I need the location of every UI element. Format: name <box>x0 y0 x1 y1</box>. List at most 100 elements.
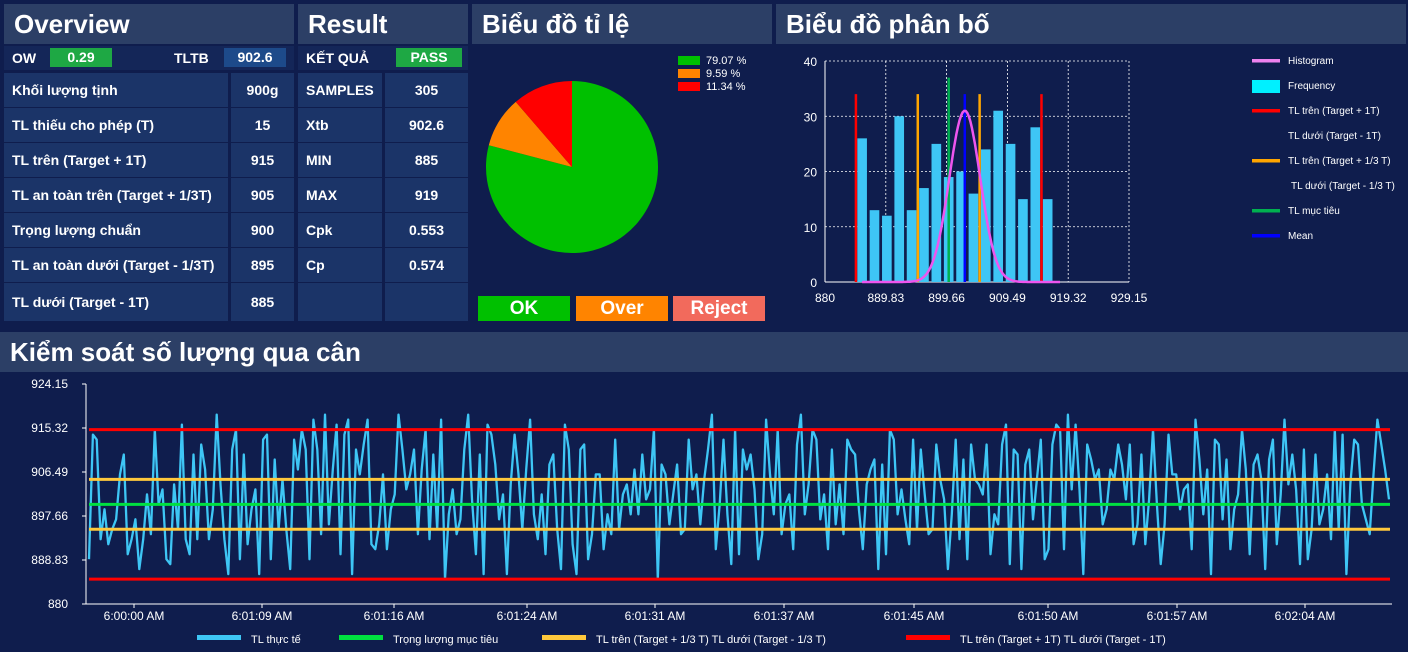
pie-legend-label: 11.34 % <box>706 81 746 93</box>
trend-x-tick-label: 6:01:24 AM <box>497 609 558 623</box>
x-tick-label: 929.15 <box>1111 291 1148 305</box>
pie-legend-swatch <box>678 56 700 65</box>
legend-line-swatch <box>1252 234 1280 238</box>
trend-x-tick-label: 6:00:00 AM <box>104 609 165 623</box>
result-status-row: KẾT QUẢ PASS <box>298 46 468 70</box>
pie-slice <box>515 81 572 167</box>
x-tick-label: 899.66 <box>928 291 965 305</box>
histogram-bar <box>906 210 917 282</box>
result-title: Result <box>298 4 468 44</box>
y-tick-label: 10 <box>804 221 818 235</box>
normal-curve <box>862 109 1060 284</box>
y-tick-label: 0 <box>810 276 817 290</box>
ow-label: OW <box>12 50 37 66</box>
trend-y-tick-label: 906.49 <box>31 465 68 479</box>
legend-label: TL trên (Target + 1/3 T) <box>1288 156 1391 167</box>
trend-line-chart: 924.15 915.32 906.49 897.66 888.83 880 6:00:00… <box>31 377 1392 646</box>
pie-legend-swatch <box>678 82 700 91</box>
trend-legend-swatch <box>906 635 950 640</box>
histogram-chart: 0 10 20 30 40 880 889.83 899.66 909.49 919.32 929.… <box>804 55 1395 305</box>
result-row-label: Cp <box>298 248 382 282</box>
legend-label: TL mục tiêu <box>1288 206 1340 217</box>
trend-x-tick-label: 6:01:09 AM <box>232 609 293 623</box>
trend-x-tick-label: 6:01:16 AM <box>364 609 425 623</box>
result-row-value: 885 <box>385 143 468 177</box>
result-row-value: 0.574 <box>385 248 468 282</box>
legend-label: TL trên (Target + 1T) <box>1288 106 1380 117</box>
overview-row-label: TL trên (Target + 1T) <box>4 143 228 177</box>
result-row-value: 0.553 <box>385 213 468 247</box>
overview-row-label: TL dưới (Target - 1T) <box>4 283 228 321</box>
result-row-label: MAX <box>298 178 382 212</box>
overview-row-label: TL an toàn trên (Target + 1/3T) <box>4 178 228 212</box>
overview-row-value: 900g <box>231 73 294 107</box>
legend-label: Histogram <box>1288 56 1334 67</box>
histogram-bar <box>956 171 966 282</box>
overview-row-value: 15 <box>231 108 294 142</box>
result-row-value: 305 <box>385 73 468 107</box>
overview-row-value: 895 <box>231 248 294 282</box>
legend-line-swatch <box>1252 209 1280 213</box>
x-tick-label: 909.49 <box>989 291 1026 305</box>
overview-row-value: 905 <box>231 178 294 212</box>
histogram-bar <box>968 193 979 282</box>
actual-weight-line <box>87 413 1391 581</box>
pie-legend-label: 9.59 % <box>706 68 740 80</box>
trend-legend-label: Trọng lượng mục tiêu <box>393 634 498 646</box>
trend-chart-area: 924.15 915.32 906.49 897.66 888.83 880 6:00:00… <box>0 372 1408 652</box>
trend-y-tick-label: 897.66 <box>31 509 68 523</box>
ratio-chart-area: 79.07 % 9.59 % 11.34 % <box>472 44 772 324</box>
result-row-value: 919 <box>385 178 468 212</box>
y-tick-label: 40 <box>804 55 818 69</box>
result-row-value: 902.6 <box>385 108 468 142</box>
over-button[interactable]: Over <box>576 296 668 321</box>
distribution-chart-area: 0 10 20 30 40 880 889.83 899.66 909.49 919.32 929.… <box>776 44 1406 324</box>
result-row-label: MIN <box>298 143 382 177</box>
overview-row-label: TL thiếu cho phép (T) <box>4 108 228 142</box>
result-row-label <box>298 283 382 321</box>
trend-x-tick-label: 6:02:04 AM <box>1275 609 1336 623</box>
histogram-bar <box>882 215 892 282</box>
overview-row-label: Khối lượng tịnh <box>4 73 228 107</box>
ok-button[interactable]: OK <box>478 296 570 321</box>
tltb-label: TLTB <box>174 50 209 66</box>
trend-x-tick-label: 6:01:50 AM <box>1018 609 1079 623</box>
x-tick-label: 919.32 <box>1050 291 1087 305</box>
histogram-bar <box>1018 199 1028 282</box>
trend-title: Kiểm soát số lượng qua cân <box>0 332 1408 372</box>
pie-slice <box>488 101 572 167</box>
histogram-bar <box>993 110 1004 282</box>
legend-line-swatch <box>1252 109 1280 113</box>
x-tick-label: 889.83 <box>867 291 904 305</box>
trend-legend-label: TL trên (Target + 1/3 T) TL dưới (Target… <box>596 634 826 646</box>
histogram-bar <box>1005 143 1016 282</box>
result-status-badge: PASS <box>396 48 462 67</box>
pie-chart: 79.07 %9.59 %11.34 % <box>486 55 747 253</box>
ow-row: OW 0.29 TLTB 902.6 <box>4 46 294 70</box>
legend-box-swatch <box>1252 80 1280 93</box>
trend-y-tick-label: 880 <box>48 597 68 611</box>
legend-label: Frequency <box>1288 81 1335 92</box>
legend-label: TL dưới (Target - 1T) <box>1288 131 1381 142</box>
result-row-label: SAMPLES <box>298 73 382 107</box>
legend-label: TL dưới (Target - 1/3 T) <box>1291 181 1395 192</box>
trend-x-tick-label: 6:01:57 AM <box>1147 609 1208 623</box>
result-row-label: Cpk <box>298 213 382 247</box>
trend-y-tick-label: 888.83 <box>31 553 68 567</box>
overview-row-label: Trọng lượng chuẩn <box>4 213 228 247</box>
trend-x-tick-label: 6:01:31 AM <box>625 609 686 623</box>
legend-label: Mean <box>1288 231 1313 242</box>
result-status-label: KẾT QUẢ <box>306 50 369 66</box>
histogram-bar <box>1042 199 1053 282</box>
overview-title: Overview <box>4 4 294 44</box>
result-row-label: Xtb <box>298 108 382 142</box>
legend-line-swatch <box>1252 59 1280 63</box>
histogram-bar <box>931 143 942 282</box>
overview-row-value: 885 <box>231 283 294 321</box>
y-tick-label: 30 <box>804 110 818 124</box>
reject-button[interactable]: Reject <box>673 296 765 321</box>
histogram-bar <box>894 116 905 282</box>
trend-y-tick-label: 915.32 <box>31 421 68 435</box>
ow-value: 0.29 <box>50 48 112 67</box>
